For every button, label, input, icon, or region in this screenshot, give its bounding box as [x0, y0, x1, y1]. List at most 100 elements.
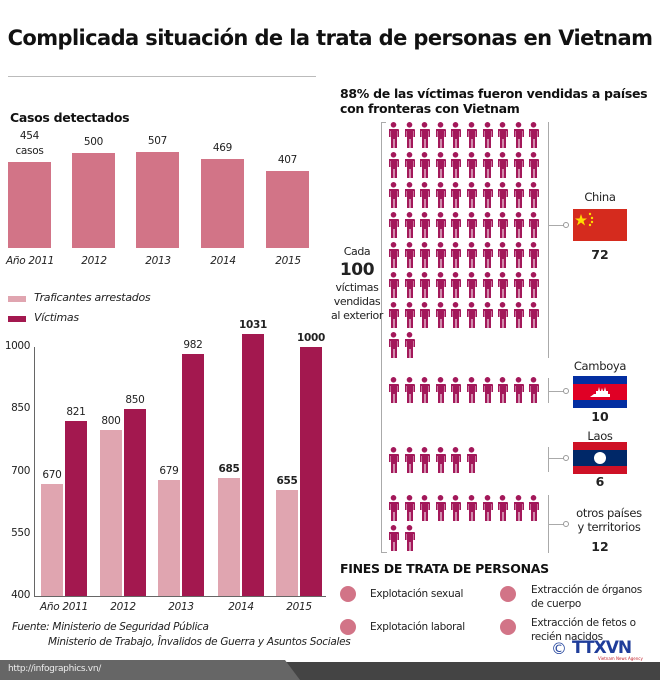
- bracket-tick: [381, 552, 387, 553]
- footer-url[interactable]: http://infographics.vn/: [8, 664, 101, 674]
- person-icon: [435, 377, 446, 403]
- purpose-dot-icon: [500, 619, 516, 635]
- person-icon: [420, 302, 431, 328]
- person-icon: [389, 525, 399, 551]
- person-icon: [529, 182, 540, 208]
- cases-chart-title: Casos detectados: [10, 110, 130, 125]
- cases-bar: [136, 151, 179, 248]
- cases-value-label: 454: [19, 129, 40, 142]
- victims-value-label: 982: [183, 339, 203, 352]
- person-icon: [404, 212, 415, 238]
- connector-dot: [563, 388, 569, 394]
- cases-bar: [266, 170, 309, 248]
- person-icon: [467, 302, 477, 328]
- person-icon: [529, 212, 540, 238]
- y-tick-label: 850: [11, 402, 30, 415]
- cases-year-label: 2015: [275, 255, 301, 267]
- victims-bar: [300, 347, 322, 596]
- copyright-icon: ©: [551, 639, 567, 658]
- person-icon: [498, 182, 509, 208]
- victims-value-label: 821: [66, 406, 86, 419]
- person-icon: [467, 377, 477, 403]
- cada-text: Cada: [343, 245, 371, 258]
- y-tick-label: 400: [11, 589, 30, 601]
- person-icon: [389, 152, 399, 178]
- person-icon: [404, 447, 415, 473]
- person-icon: [482, 242, 493, 268]
- person-icon: [451, 447, 462, 473]
- person-icon: [435, 152, 446, 178]
- person-icon: [420, 122, 431, 148]
- purpose-dot-icon: [500, 586, 516, 602]
- person-icon: [513, 242, 524, 268]
- person-icon: [498, 152, 509, 178]
- pictogram-heading: 88% de las víctimas fueron vendidas a pa…: [340, 86, 648, 116]
- cases-unit-label: casos: [15, 144, 44, 157]
- person-icon: [482, 377, 493, 403]
- person-icon: [451, 182, 462, 208]
- person-icon: [451, 302, 462, 328]
- person-icon: [482, 302, 493, 328]
- connector: [548, 458, 564, 459]
- person-icon: [451, 152, 462, 178]
- person-icon: [404, 332, 415, 358]
- purpose-fetuses-l2: recién nacidos: [531, 631, 603, 643]
- person-icon: [467, 122, 477, 148]
- person-icon: [529, 152, 540, 178]
- person-icon: [513, 272, 524, 298]
- victims-value-label: 1000: [296, 332, 326, 344]
- y-tick-label: 550: [11, 526, 30, 539]
- person-icon: [529, 377, 540, 403]
- cases-bar: [8, 161, 51, 248]
- purposes-heading: FINES DE TRATA DE PERSONAS: [340, 561, 549, 576]
- person-icon: [498, 302, 509, 328]
- person-icon: [420, 377, 431, 403]
- person-icon: [482, 272, 493, 298]
- purpose-organs: Extracción de órganos de cuerpo: [531, 583, 642, 611]
- person-icon: [404, 377, 415, 403]
- purpose-labor: Explotación laboral: [370, 621, 465, 633]
- arrested-bar: [41, 483, 63, 596]
- person-icon: [435, 212, 446, 238]
- person-icon: [420, 152, 431, 178]
- person-icon: [513, 152, 524, 178]
- year-label: Año 2011: [40, 601, 88, 613]
- china-bracket: [548, 122, 549, 358]
- person-icon: [482, 495, 493, 521]
- person-icon: [467, 272, 477, 298]
- person-icon: [420, 495, 431, 521]
- connector: [548, 524, 564, 525]
- victims-bar: [182, 354, 204, 596]
- person-icon: [389, 302, 399, 328]
- others-label-2: y territorios: [577, 520, 641, 534]
- left-bracket: [381, 122, 382, 553]
- person-icon: [435, 272, 446, 298]
- victims-value-label: 1031: [238, 319, 268, 332]
- china-flag-icon: [573, 209, 627, 241]
- connector: [548, 391, 564, 392]
- person-icon: [529, 302, 540, 328]
- year-label: 2012: [110, 601, 136, 613]
- y-axis: [34, 347, 35, 596]
- laos-count: 6: [595, 474, 605, 489]
- person-icon: [451, 242, 462, 268]
- cambodia-count: 10: [591, 409, 609, 424]
- cases-value-label: 507: [147, 134, 168, 147]
- person-icon: [451, 122, 462, 148]
- person-icon: [420, 272, 431, 298]
- victims-bar: [124, 409, 146, 596]
- person-icon: [404, 525, 415, 551]
- person-icon: [529, 122, 540, 148]
- hundred-text: 100: [339, 260, 375, 280]
- arrested-value-label: 679: [159, 465, 179, 478]
- cases-value-label: 500: [83, 136, 104, 148]
- person-icon: [404, 495, 415, 521]
- others-count: 12: [591, 539, 609, 554]
- connector-dot: [563, 521, 569, 527]
- desc-2: vendidas: [333, 295, 381, 308]
- person-icon: [529, 242, 540, 268]
- person-icon: [498, 495, 509, 521]
- person-icon: [389, 122, 399, 148]
- person-icon: [435, 302, 446, 328]
- bracket-tick: [381, 122, 386, 123]
